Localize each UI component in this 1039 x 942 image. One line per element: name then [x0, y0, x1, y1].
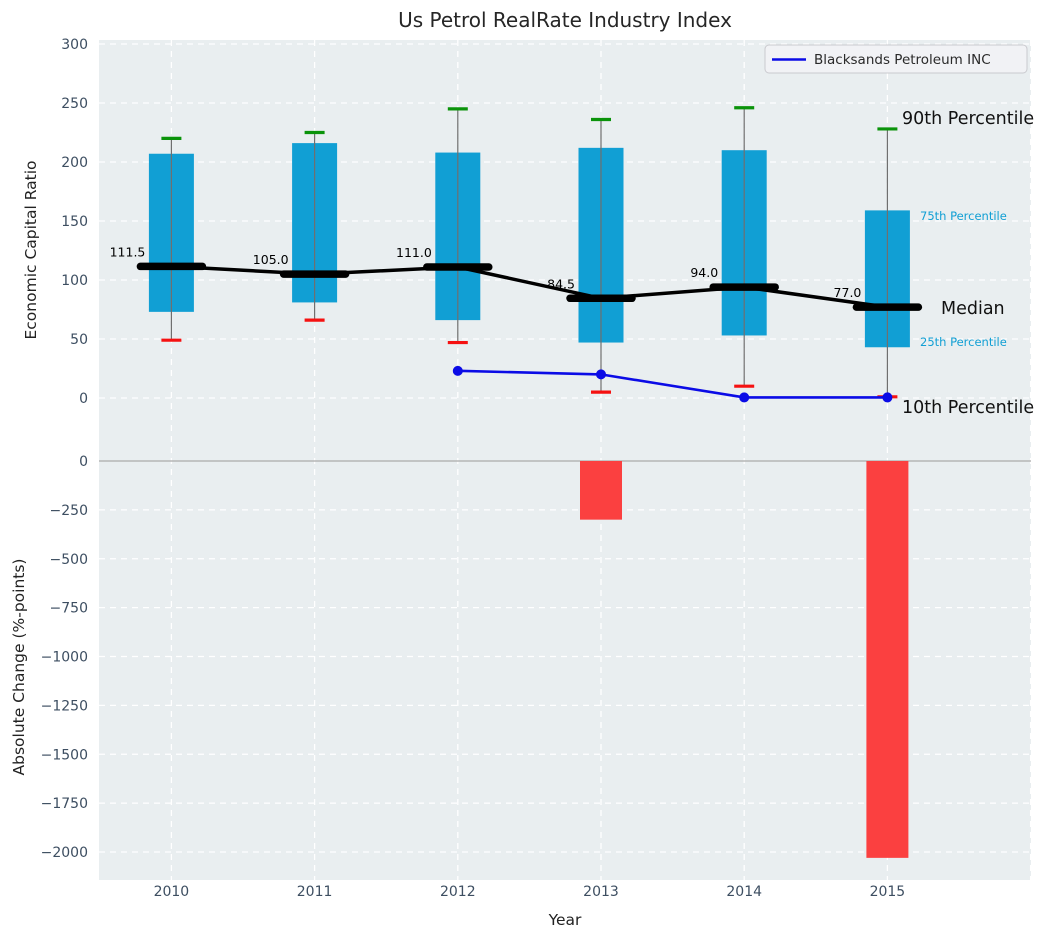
negative-change-bar — [580, 461, 622, 520]
x-tick-label: 2012 — [440, 884, 476, 900]
median-value-label: 111.5 — [110, 244, 146, 259]
top-y-tick-label: 150 — [61, 214, 88, 230]
median-value-label: 77.0 — [834, 285, 862, 300]
x-axis-title: Year — [548, 911, 582, 929]
gridlines-layer — [99, 40, 1032, 880]
company-data-point — [739, 392, 750, 403]
bottom-y-tick-label: −750 — [50, 601, 88, 617]
median-value-label: 84.5 — [547, 276, 575, 291]
chart-title: Us Petrol RealRate Industry Index — [398, 8, 732, 32]
bottom-y-tick-label: −2000 — [41, 845, 88, 861]
bottom-y-tick-label: −500 — [50, 552, 88, 568]
bottom-y-tick-label: −1500 — [41, 747, 88, 763]
company-line — [457, 369, 888, 399]
top-y-tick-label: 300 — [61, 37, 88, 53]
annotation-10th-percentile: 10th Percentile — [902, 398, 1034, 418]
bottom-y-tick-label: −1000 — [41, 650, 88, 666]
top-y-tick-label: 0 — [79, 391, 88, 407]
top-y-axis-title: Economic Capital Ratio — [22, 160, 40, 339]
negative-change-bar — [866, 461, 909, 858]
annotation-75th-percentile: 75th Percentile — [920, 209, 1007, 223]
top-y-tick-label: 50 — [70, 332, 88, 348]
bottom-y-tick-label: −1250 — [41, 698, 88, 714]
company-data-point — [596, 369, 606, 380]
legend-box — [764, 44, 1028, 74]
annotation-25th-percentile: 25th Percentile — [920, 335, 1007, 349]
x-tick-label: 2014 — [726, 884, 762, 900]
median-layer: 111.5 105.0 111.0 84.5 94.0 77.0 — [110, 244, 923, 311]
bottom-y-tick-label: −1750 — [41, 796, 88, 812]
top-y-tick-label: 250 — [61, 96, 88, 112]
legend: Blacksands Petroleum INC — [764, 44, 1028, 74]
annotation-90th-percentile: 90th Percentile — [902, 109, 1034, 129]
bottom-y-tick-label: 0 — [79, 454, 88, 470]
top-y-tick-label: 100 — [61, 273, 88, 289]
median-value-label: 111.0 — [396, 245, 432, 260]
median-value-label: 105.0 — [253, 252, 289, 267]
tick-labels-layer: 0 50 100 150 200 250 300 0 −250 −500 −750 −1000 −125… — [41, 37, 906, 900]
median-value-label: 94.0 — [690, 265, 718, 280]
company-series-layer — [452, 365, 893, 403]
company-data-point — [882, 392, 893, 403]
bottom-y-tick-label: −250 — [50, 503, 88, 519]
x-tick-label: 2010 — [154, 884, 190, 900]
legend-label: Blacksands Petroleum INC — [814, 52, 991, 68]
x-tick-label: 2013 — [583, 884, 619, 900]
bars-layer — [580, 461, 909, 858]
top-y-tick-label: 200 — [61, 155, 88, 171]
x-tick-label: 2015 — [870, 884, 906, 900]
x-tick-label: 2011 — [297, 884, 333, 900]
annotation-median: Median — [941, 299, 1005, 319]
company-data-point — [452, 365, 463, 376]
bottom-y-axis-title: Absolute Change (%-points) — [10, 559, 28, 776]
